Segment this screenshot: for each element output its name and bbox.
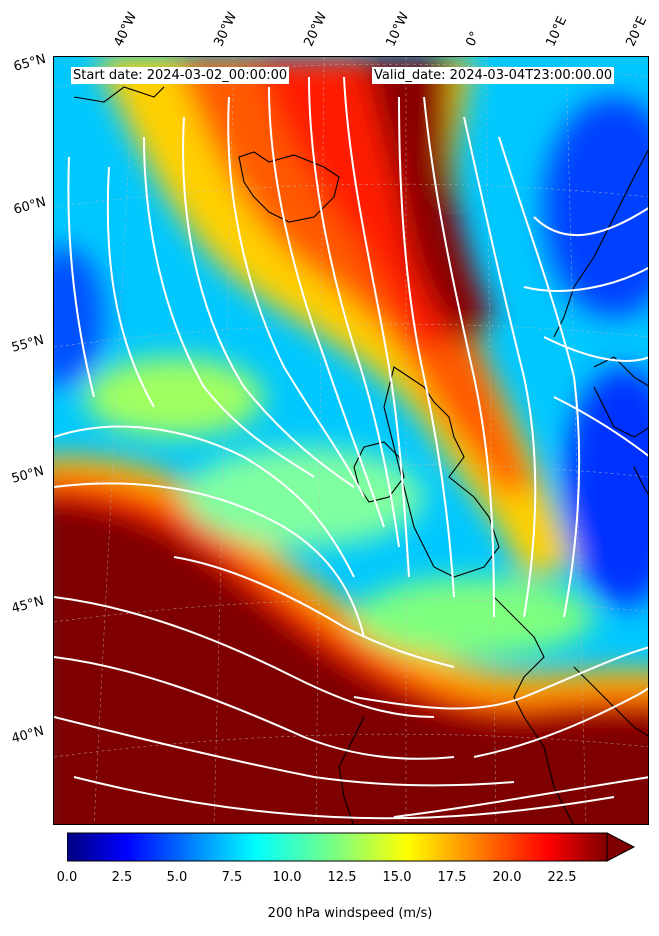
colorbar-tick: 15.0 bbox=[382, 870, 412, 885]
colorbar-tick: 12.5 bbox=[327, 870, 357, 885]
colorbar-tick: 22.5 bbox=[547, 870, 577, 885]
windspeed-field bbox=[54, 57, 648, 824]
lon-label-30w: 30°W bbox=[211, 10, 241, 49]
lat-label-40n: 40°N bbox=[10, 723, 46, 747]
colorbar-tick: 0.0 bbox=[56, 870, 78, 885]
wind-map: Start date: 2024-03-02_00:00:00 Valid_da… bbox=[53, 56, 649, 825]
colorbar-gradient bbox=[67, 832, 608, 862]
lat-label-50n: 50°N bbox=[10, 463, 46, 487]
lon-label-20e: 20°E bbox=[623, 14, 651, 49]
streamlines bbox=[54, 76, 648, 820]
lon-label-0: 0° bbox=[463, 29, 484, 49]
map-canvas bbox=[54, 57, 648, 824]
lon-label-10w: 10°W bbox=[383, 10, 413, 49]
colorbar-tick: 2.5 bbox=[111, 870, 133, 885]
lat-label-55n: 55°N bbox=[10, 332, 46, 356]
coastlines bbox=[73, 86, 648, 824]
lat-label-45n: 45°N bbox=[10, 593, 46, 617]
colorbar-tick: 17.5 bbox=[437, 870, 467, 885]
colorbar-tick: 10.0 bbox=[272, 870, 302, 885]
colorbar-tick: 20.0 bbox=[492, 870, 522, 885]
colorbar-label: 200 hPa windspeed (m/s) bbox=[267, 906, 433, 921]
lon-label-20w: 20°W bbox=[301, 10, 331, 49]
lat-label-65n: 65°N bbox=[12, 51, 48, 75]
lat-label-60n: 60°N bbox=[12, 194, 48, 218]
colorbar bbox=[67, 832, 636, 862]
colorbar-tick: 5.0 bbox=[166, 870, 188, 885]
lon-label-10e: 10°E bbox=[543, 14, 571, 49]
colorbar-extend-arrow bbox=[606, 832, 636, 862]
lon-label-40w: 40°W bbox=[111, 10, 141, 49]
colorbar-tick: 7.5 bbox=[221, 870, 243, 885]
valid-date-label: Valid_date: 2024-03-04T23:00:00.00 bbox=[372, 67, 615, 84]
start-date-label: Start date: 2024-03-02_00:00:00 bbox=[71, 67, 290, 84]
